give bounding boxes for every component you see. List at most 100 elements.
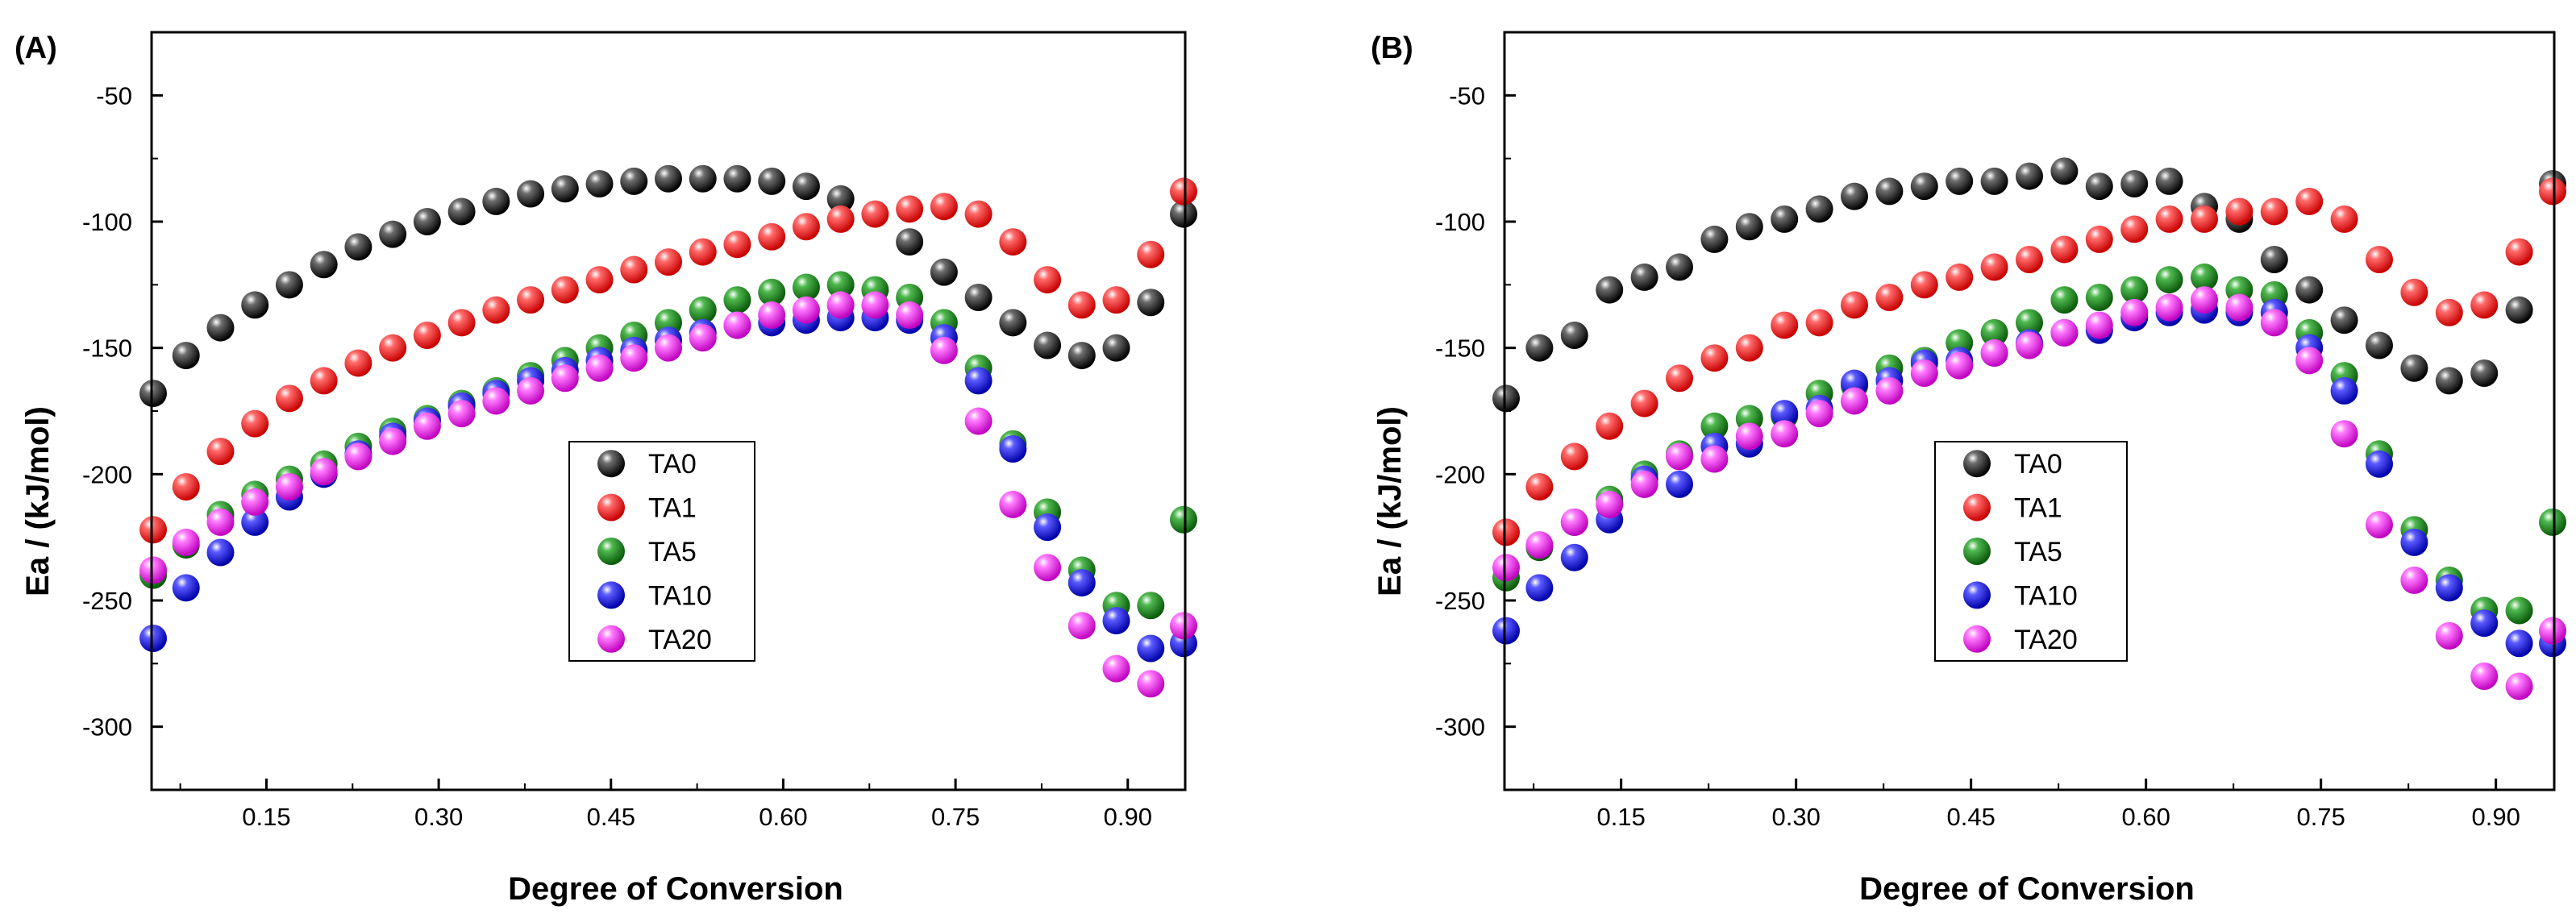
data-point <box>1875 376 1904 405</box>
data-point <box>172 574 200 602</box>
data-point <box>2330 306 2358 334</box>
data-point <box>2295 187 2324 215</box>
data-point <box>2225 293 2253 322</box>
data-point <box>1910 271 1938 299</box>
x-axis-title: Degree of Conversion <box>1859 871 2195 907</box>
legend-item-ta5: TA5 <box>597 537 697 567</box>
data-point <box>999 435 1027 463</box>
data-point <box>758 301 786 329</box>
data-point <box>2155 266 2183 294</box>
data-point <box>1946 167 1974 195</box>
data-point <box>1735 334 1763 362</box>
data-point <box>2050 286 2079 314</box>
data-point <box>1034 513 1062 542</box>
data-point <box>1805 195 1833 223</box>
legend-marker <box>1963 625 1991 653</box>
data-point <box>275 271 303 299</box>
data-point <box>2120 170 2149 197</box>
data-point <box>2470 291 2499 319</box>
data-point <box>2505 296 2533 324</box>
data-point <box>620 167 648 195</box>
data-point <box>964 407 993 435</box>
data-point <box>1700 225 1729 253</box>
data-point <box>2050 157 2079 185</box>
data-point <box>1137 289 1165 317</box>
series-ta20 <box>1492 286 2566 700</box>
data-point <box>2470 663 2499 690</box>
data-point <box>2400 354 2428 382</box>
data-point <box>2330 205 2358 233</box>
data-point <box>482 187 510 215</box>
data-point <box>1666 253 1693 281</box>
data-point <box>2120 298 2149 326</box>
data-point <box>1980 253 2008 281</box>
panel-label: (A) <box>15 31 57 65</box>
data-point <box>2120 276 2149 304</box>
data-point <box>2260 309 2288 337</box>
data-point <box>1805 309 1833 337</box>
x-tick-label: 0.60 <box>759 803 807 831</box>
data-point <box>1170 505 1197 534</box>
data-point <box>1771 311 1799 339</box>
data-point <box>1525 334 1554 362</box>
data-point <box>826 205 855 233</box>
legend-marker <box>597 493 625 521</box>
data-point <box>1700 412 1729 440</box>
data-point <box>1630 470 1658 498</box>
y-tick-label: -300 <box>82 713 132 741</box>
data-point <box>1137 592 1165 620</box>
data-point <box>930 336 958 364</box>
data-point <box>1067 291 1096 319</box>
legend-label: TA5 <box>2014 537 2062 567</box>
data-point <box>1034 554 1062 582</box>
data-point <box>896 195 924 223</box>
data-point <box>2539 177 2566 206</box>
data-point <box>1170 177 1197 206</box>
data-point <box>1102 286 1130 314</box>
data-point <box>1875 284 1904 311</box>
data-point <box>1525 531 1554 559</box>
y-tick-label: -250 <box>1435 587 1485 615</box>
data-point <box>1630 389 1658 417</box>
data-point <box>139 625 167 652</box>
chart-panel-a: (A) Ea / (kJ/mol) Degree of Conversion 0… <box>15 31 1197 907</box>
data-point <box>1666 364 1693 393</box>
data-point <box>1525 473 1554 501</box>
data-point <box>2505 238 2533 266</box>
data-point <box>344 233 372 261</box>
data-point <box>2539 617 2566 645</box>
data-point <box>1771 420 1799 448</box>
data-point <box>2505 629 2533 658</box>
data-point <box>585 266 614 294</box>
axis-ticks: 0.15 0.30 0.45 0.60 0.75 0.90 -50 -100 -150 -200 -… <box>1435 31 2520 831</box>
data-point <box>139 556 167 584</box>
data-point <box>379 427 407 455</box>
data-point <box>241 508 269 536</box>
data-point <box>517 376 545 405</box>
data-point <box>689 238 717 266</box>
data-point <box>1102 334 1130 362</box>
data-point <box>517 286 545 314</box>
legend-item-ta1: TA1 <box>1963 493 2062 524</box>
data-point <box>1067 569 1096 597</box>
legend-label: TA20 <box>2014 625 2078 655</box>
data-point <box>551 276 579 304</box>
data-point <box>2505 672 2533 700</box>
legend-item-ta20: TA20 <box>1963 625 2078 655</box>
data-point <box>1170 200 1197 228</box>
data-point <box>1525 574 1554 602</box>
data-point <box>2085 225 2113 253</box>
data-point <box>551 364 579 393</box>
data-point <box>1980 318 2008 347</box>
y-tick-label: -300 <box>1435 713 1485 741</box>
legend-marker <box>597 581 625 609</box>
series-ta0 <box>139 164 1197 408</box>
data-point <box>379 220 407 248</box>
data-point <box>2016 246 2043 273</box>
y-tick-label: -100 <box>1435 208 1485 236</box>
data-point <box>2435 574 2463 602</box>
data-point <box>2366 246 2393 273</box>
data-point <box>792 273 820 301</box>
data-point <box>447 400 476 428</box>
data-point <box>2435 621 2463 650</box>
